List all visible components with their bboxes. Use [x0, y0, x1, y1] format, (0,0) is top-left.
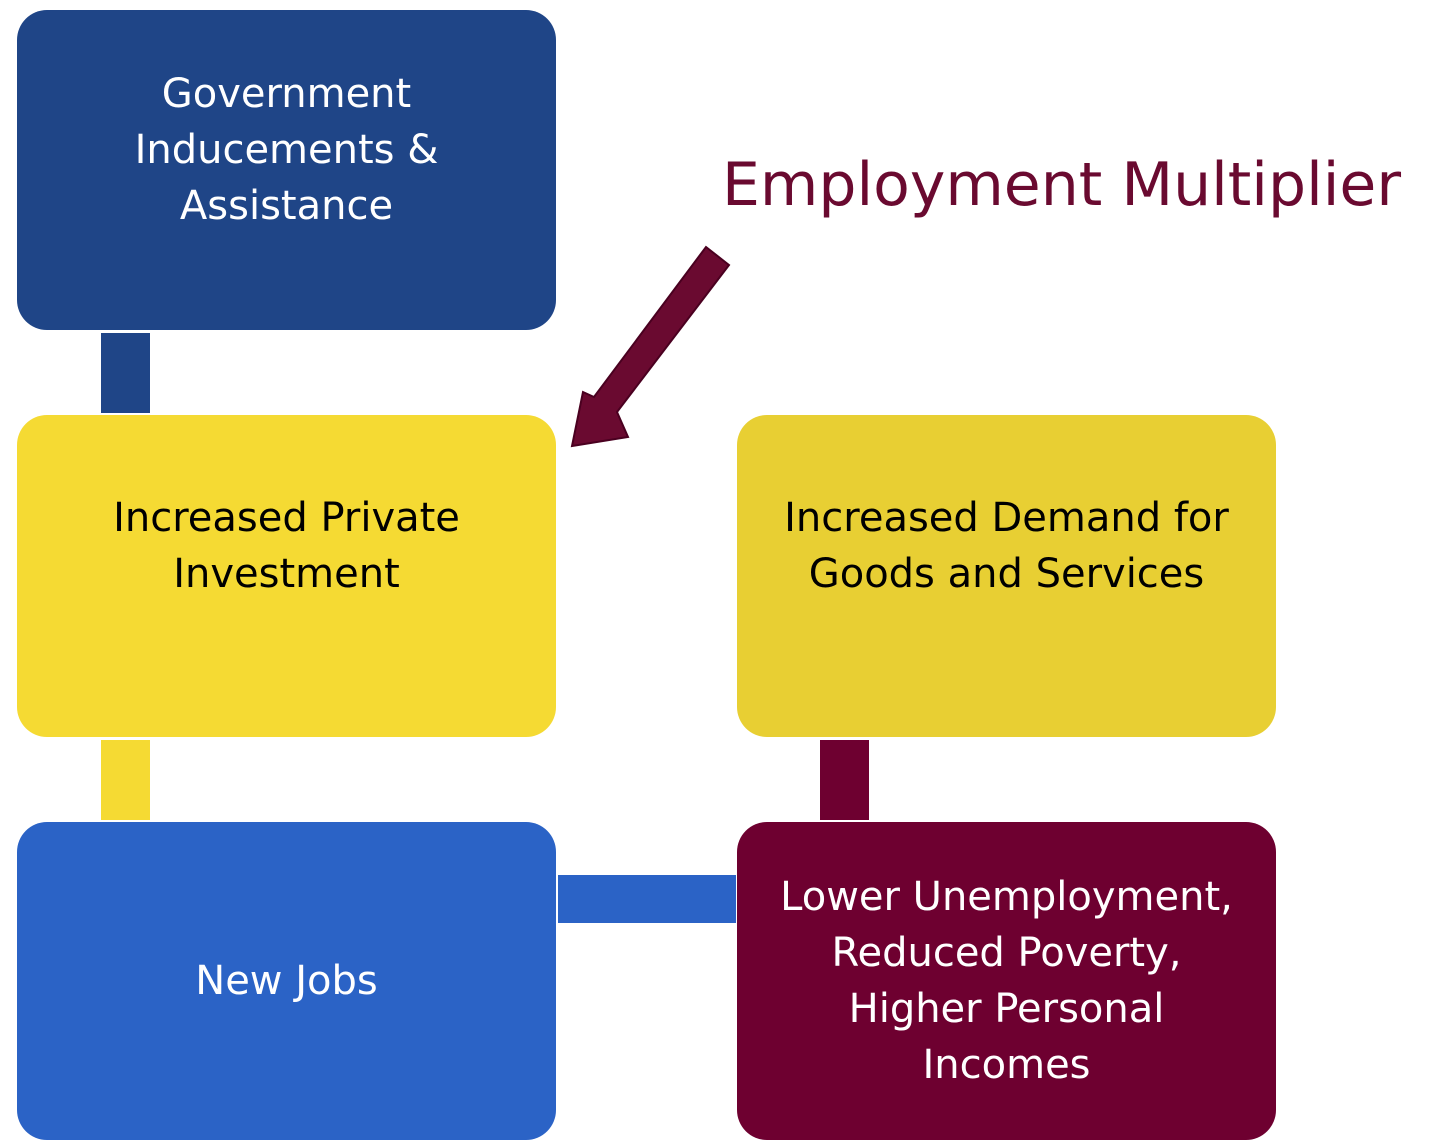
node: New Jobs [17, 822, 556, 1140]
node: Government Inducements & Assistance [17, 10, 556, 330]
node: Increased Demand for Goods and Services [737, 415, 1276, 737]
connector [558, 875, 736, 923]
connector [101, 740, 150, 820]
arrow-shape [570, 245, 731, 448]
connector [101, 333, 150, 413]
node: Lower Unemployment, Reduced Poverty, Hig… [737, 822, 1276, 1140]
node: Increased Private Investment [17, 415, 556, 737]
title: Employment Multiplier [722, 150, 1401, 220]
connector [820, 740, 869, 820]
